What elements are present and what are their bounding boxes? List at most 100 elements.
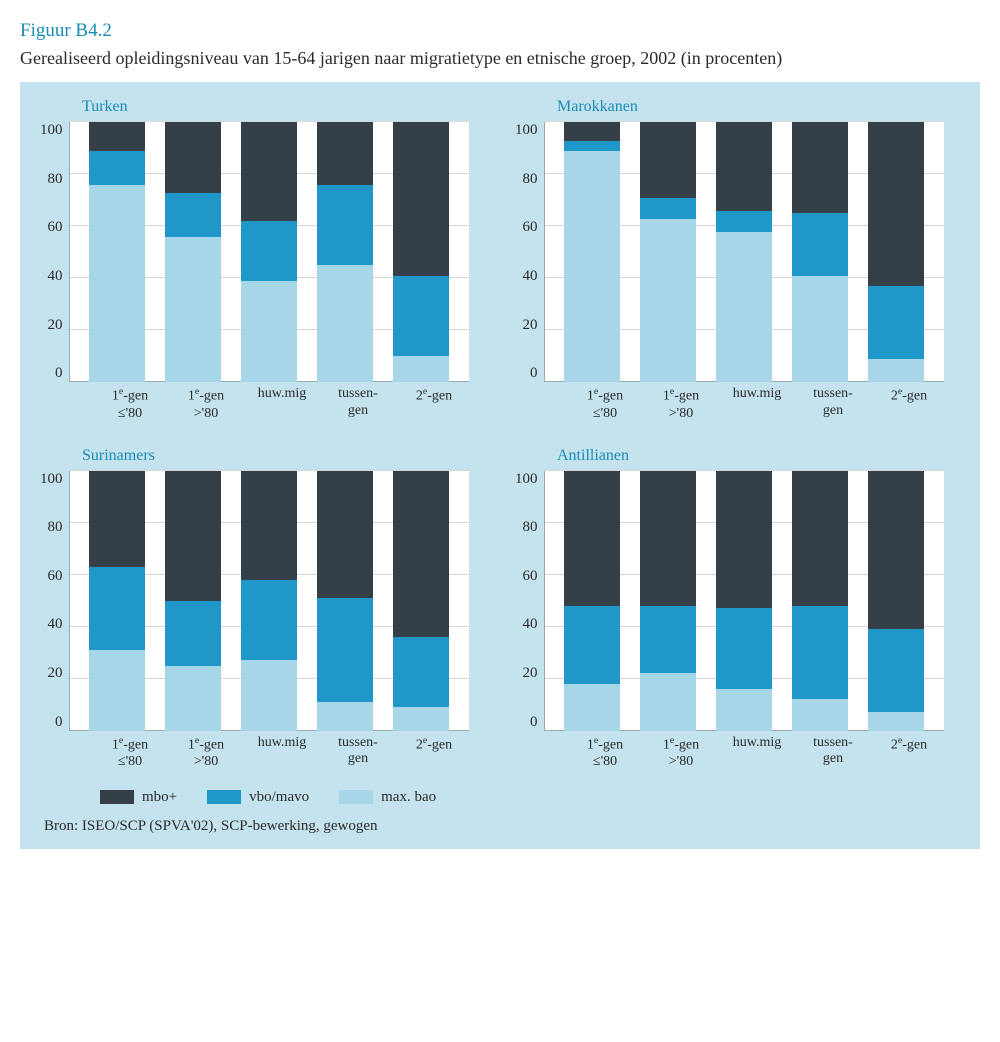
bar-segment-vbo-mavo (792, 606, 848, 700)
bars-group (69, 122, 469, 382)
bar-segment-mbo-plus (89, 471, 145, 567)
bar-segment-max-bao (241, 660, 297, 730)
plot-wrap: 100806040200 (515, 122, 960, 382)
legend-swatch (339, 790, 373, 804)
y-tick-label: 20 (523, 317, 538, 334)
bar-segment-mbo-plus (640, 471, 696, 606)
panel-title: Antillianen (557, 447, 960, 465)
bar-segment-mbo-plus (165, 122, 221, 192)
bar (393, 122, 449, 382)
y-axis: 100806040200 (515, 122, 544, 382)
y-tick-label: 80 (523, 171, 538, 188)
y-tick-label: 60 (48, 219, 63, 236)
y-axis: 100806040200 (515, 471, 544, 731)
x-tick-label: 1e-gen≤'80 (575, 386, 635, 422)
bar-segment-vbo-mavo (564, 606, 620, 684)
bar-segment-vbo-mavo (165, 601, 221, 666)
bar-segment-mbo-plus (564, 471, 620, 606)
x-tick-label: huw.mig (252, 735, 312, 771)
bar-segment-vbo-mavo (165, 193, 221, 237)
plot-wrap: 100806040200 (515, 471, 960, 731)
bar-segment-mbo-plus (792, 122, 848, 213)
bar (640, 471, 696, 731)
bar-segment-max-bao (792, 699, 848, 730)
bar (241, 122, 297, 382)
bar-segment-mbo-plus (89, 122, 145, 151)
bar (792, 122, 848, 382)
legend-item: mbo+ (100, 789, 177, 806)
bar-segment-vbo-mavo (716, 608, 772, 689)
bar-segment-max-bao (165, 237, 221, 383)
bar-segment-max-bao (640, 219, 696, 383)
bar-segment-vbo-mavo (89, 567, 145, 650)
bar-segment-mbo-plus (317, 122, 373, 184)
x-tick-label: 1e-gen>'80 (176, 386, 236, 422)
x-tick-label: 1e-gen≤'80 (100, 386, 160, 422)
legend-item: max. bao (339, 789, 436, 806)
panel-title: Surinamers (82, 447, 485, 465)
bar-segment-max-bao (317, 265, 373, 382)
bar-segment-vbo-mavo (89, 151, 145, 185)
bar-segment-mbo-plus (868, 471, 924, 630)
y-tick-label: 100 (515, 471, 538, 488)
x-tick-label: huw.mig (727, 735, 787, 771)
bars-group (544, 122, 944, 382)
bar-segment-max-bao (564, 151, 620, 382)
bar-segment-vbo-mavo (241, 221, 297, 281)
y-tick-label: 100 (40, 471, 63, 488)
y-tick-label: 100 (40, 122, 63, 139)
bar (868, 471, 924, 731)
bar-segment-max-bao (716, 689, 772, 731)
plot-area (69, 471, 469, 731)
y-axis: 100806040200 (40, 471, 69, 731)
plot-area (544, 471, 944, 731)
x-axis-labels: 1e-gen≤'801e-gen>'80huw.migtussen-gen2e-… (82, 382, 482, 422)
bar-segment-mbo-plus (716, 122, 772, 210)
y-tick-label: 20 (523, 665, 538, 682)
bar-segment-vbo-mavo (640, 198, 696, 219)
bar-segment-max-bao (89, 650, 145, 731)
bar-segment-vbo-mavo (393, 637, 449, 707)
bar (792, 471, 848, 731)
bar-segment-max-bao (89, 185, 145, 383)
y-tick-label: 40 (48, 616, 63, 633)
y-tick-label: 80 (48, 171, 63, 188)
bar-segment-vbo-mavo (868, 286, 924, 359)
bar (564, 471, 620, 731)
x-tick-label: 1e-gen≤'80 (575, 735, 635, 771)
y-tick-label: 0 (55, 365, 63, 382)
y-tick-label: 40 (48, 268, 63, 285)
y-tick-label: 60 (523, 568, 538, 585)
bar-segment-mbo-plus (564, 122, 620, 140)
bar-segment-vbo-mavo (317, 185, 373, 266)
x-axis-labels: 1e-gen≤'801e-gen>'80huw.migtussen-gen2e-… (557, 731, 957, 771)
x-tick-label: 1e-gen>'80 (651, 735, 711, 771)
y-tick-label: 40 (523, 268, 538, 285)
bar-segment-max-bao (393, 707, 449, 730)
y-tick-label: 60 (523, 219, 538, 236)
chart-panel: Surinamers1008060402001e-gen≤'801e-gen>'… (40, 447, 485, 771)
bar-segment-max-bao (165, 666, 221, 731)
chart-panels: Turken1008060402001e-gen≤'801e-gen>'80hu… (40, 98, 960, 771)
bar-segment-vbo-mavo (716, 211, 772, 232)
bar-segment-mbo-plus (393, 122, 449, 275)
x-axis-labels: 1e-gen≤'801e-gen>'80huw.migtussen-gen2e-… (557, 382, 957, 422)
y-tick-label: 20 (48, 317, 63, 334)
x-tick-label: 1e-gen≤'80 (100, 735, 160, 771)
y-tick-label: 60 (48, 568, 63, 585)
figure: Figuur B4.2 Gerealiseerd opleidingsnivea… (20, 20, 980, 849)
bar-segment-max-bao (868, 359, 924, 382)
y-axis: 100 80 60 40 20 0 (40, 122, 69, 382)
bar (716, 122, 772, 382)
source-text: Bron: ISEO/SCP (SPVA'02), SCP-bewerking,… (44, 818, 960, 835)
x-tick-label: 2e-gen (404, 735, 464, 771)
legend: mbo+ vbo/mavo max. bao (100, 789, 960, 806)
legend-label: vbo/mavo (249, 789, 309, 806)
bar-segment-max-bao (393, 356, 449, 382)
y-tick-label: 0 (530, 365, 538, 382)
bar-segment-vbo-mavo (640, 606, 696, 674)
plot-wrap: 100 80 60 40 20 0 (40, 122, 485, 382)
bar-segment-max-bao (241, 281, 297, 382)
x-tick-label: 2e-gen (404, 386, 464, 422)
bar (716, 471, 772, 731)
